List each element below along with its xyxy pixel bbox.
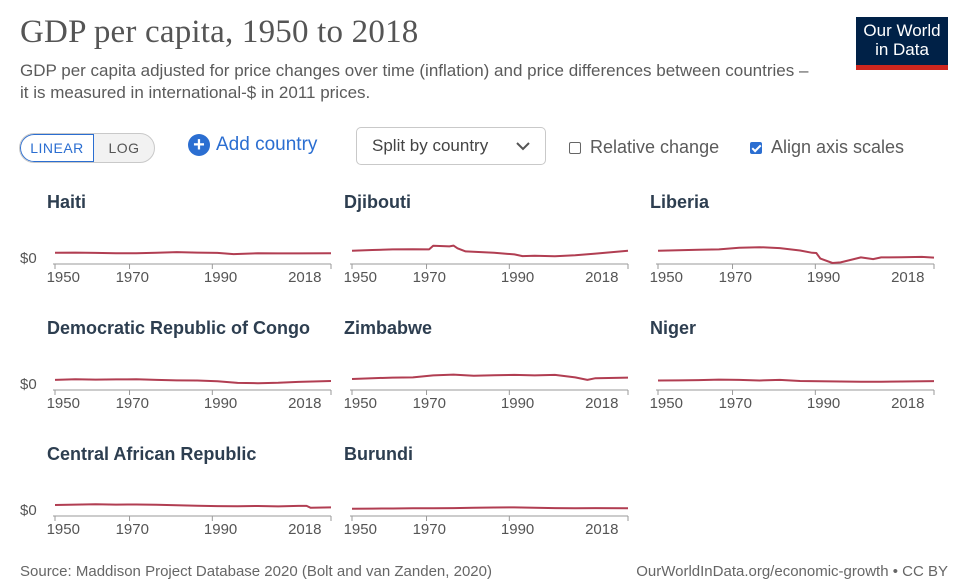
x-tick-label: 1990: [807, 395, 840, 412]
x-tick-label: 1970: [719, 395, 752, 412]
panel-title-haiti: Haiti: [47, 192, 86, 212]
add-country-button[interactable]: + Add country: [188, 134, 317, 156]
relative-change-checkbox[interactable]: Relative change: [569, 137, 719, 158]
x-tick-label: 1970: [719, 269, 752, 286]
panel-title-zimbabwe: Zimbabwe: [344, 318, 432, 338]
footer-url[interactable]: OurWorldInData.org/economic-growth • CC …: [636, 563, 948, 580]
logo-line-2: in Data: [875, 40, 929, 59]
x-tick-label: 1950: [344, 269, 377, 286]
x-tick-label: 2018: [891, 395, 924, 412]
x-tick-label: 1970: [413, 269, 446, 286]
linear-scale-button[interactable]: LINEAR: [20, 134, 94, 162]
x-tick-label: 1990: [204, 269, 237, 286]
panel-title-democratic-republic-of-congo: Democratic Republic of Congo: [47, 318, 310, 338]
y-tick-label: $0: [20, 502, 37, 519]
x-tick-label: 1950: [650, 395, 683, 412]
x-tick-label: 1970: [413, 395, 446, 412]
x-tick-label: 1970: [413, 521, 446, 538]
x-tick-label: 1990: [501, 269, 534, 286]
series-line-central-african-republic: [54, 503, 332, 509]
owid-logo[interactable]: Our World in Data: [856, 17, 948, 70]
series-line-niger: [657, 378, 935, 383]
x-tick-label: 2018: [585, 269, 618, 286]
x-tick-label: 2018: [585, 521, 618, 538]
x-tick-label: 1970: [116, 395, 149, 412]
panel-title-djibouti: Djibouti: [344, 192, 411, 212]
series-line-burundi: [351, 506, 629, 510]
align-axis-scales-checkbox[interactable]: Align axis scales: [750, 137, 904, 158]
y-tick-label: $0: [20, 250, 37, 267]
series-line-djibouti: [351, 244, 629, 258]
x-tick-label: 1990: [501, 395, 534, 412]
logo-line-1: Our World: [863, 21, 941, 40]
x-tick-label: 1950: [47, 521, 80, 538]
series-line-liberia: [657, 246, 935, 264]
chevron-down-icon: [516, 142, 530, 151]
x-tick-label: 1950: [344, 521, 377, 538]
relative-change-checkbox-box[interactable]: [569, 141, 581, 154]
series-line-democratic-republic-of-congo: [54, 378, 332, 385]
series-line-haiti: [54, 251, 332, 256]
source-note[interactable]: Source: Maddison Project Database 2020 (…: [20, 563, 492, 580]
relative-change-label: Relative change: [590, 137, 720, 157]
align-axis-scales-checkbox-box[interactable]: [750, 141, 762, 154]
split-by-label: Split by country: [372, 136, 489, 155]
x-tick-label: 1970: [116, 269, 149, 286]
page-title: GDP per capita, 1950 to 2018: [20, 14, 419, 50]
panel-title-liberia: Liberia: [650, 192, 710, 212]
x-tick-label: 2018: [288, 269, 321, 286]
x-tick-label: 2018: [288, 395, 321, 412]
x-tick-label: 2018: [288, 521, 321, 538]
x-tick-label: 1990: [204, 521, 237, 538]
plus-icon: +: [188, 134, 210, 156]
panel-title-niger: Niger: [650, 318, 696, 338]
log-scale-button[interactable]: LOG: [108, 140, 140, 156]
add-country-label: Add country: [216, 134, 318, 155]
subtitle: GDP per capita adjusted for price change…: [20, 61, 809, 102]
x-tick-label: 1970: [116, 521, 149, 538]
panel-title-central-african-republic: Central African Republic: [47, 444, 256, 464]
align-axis-scales-label: Align axis scales: [771, 137, 905, 157]
x-tick-label: 2018: [585, 395, 618, 412]
x-tick-label: 1990: [204, 395, 237, 412]
y-tick-label: $0: [20, 376, 37, 393]
x-tick-label: 1990: [807, 269, 840, 286]
x-tick-label: 1950: [47, 395, 80, 412]
panel-title-burundi: Burundi: [344, 444, 413, 464]
x-tick-label: 1990: [501, 521, 534, 538]
split-by-dropdown[interactable]: Split by country: [356, 127, 546, 165]
x-tick-label: 1950: [47, 269, 80, 286]
series-line-zimbabwe: [351, 373, 629, 381]
scale-toggle: LINEAR LOG: [19, 133, 155, 163]
x-tick-label: 1950: [344, 395, 377, 412]
x-tick-label: 1950: [650, 269, 683, 286]
x-tick-label: 2018: [891, 269, 924, 286]
